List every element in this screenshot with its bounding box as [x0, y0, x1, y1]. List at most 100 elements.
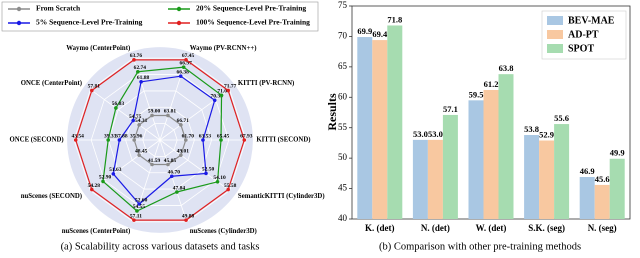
radar-point	[181, 65, 186, 69]
radar-point	[131, 118, 135, 123]
value-label: 67.45	[182, 53, 195, 59]
value-label: 57.1	[443, 104, 458, 114]
radar-spoke	[133, 139, 161, 222]
y-tick-label: 75	[338, 0, 348, 10]
value-label: 45.85	[164, 158, 177, 164]
value-label: 54.75	[129, 114, 142, 120]
bar	[609, 158, 625, 219]
value-label: 52.60	[135, 197, 148, 203]
value-label: 57.11	[130, 213, 142, 219]
value-label: 65.45	[217, 133, 230, 139]
value-label: 54.55	[133, 204, 146, 210]
legend-marker	[176, 6, 182, 12]
value-label: 51.63	[109, 167, 122, 173]
bar	[357, 37, 373, 220]
radar-point	[201, 138, 205, 142]
value-label: 43.54	[72, 133, 85, 139]
bar	[387, 25, 403, 219]
radar-point	[139, 80, 143, 84]
radar-point	[166, 113, 170, 118]
bar	[442, 114, 458, 219]
bar	[427, 139, 443, 219]
axis-label: SemanticKITTI (Cylinder3D)	[238, 193, 325, 200]
legend-label: 100% Sequence-Level Pre-Training	[196, 18, 310, 27]
value-label: 71.06	[217, 89, 230, 95]
axis-label: KITTI (SECOND)	[256, 137, 310, 144]
bar	[579, 177, 595, 219]
value-label: 35.96	[130, 133, 143, 139]
value-label: 70.33	[211, 94, 224, 100]
radar-point	[242, 138, 247, 142]
radar-point	[184, 138, 188, 142]
value-label: 61.88	[137, 75, 150, 81]
caption: (b) Comparison with other pre-training m…	[379, 241, 581, 252]
radar-point	[137, 202, 142, 206]
bar	[372, 40, 388, 219]
y-tick-label: 45	[338, 183, 348, 193]
bar	[554, 124, 570, 219]
radar-point	[150, 162, 154, 167]
legend-marker	[16, 20, 22, 26]
radar-point	[219, 93, 224, 98]
radar-point	[226, 187, 230, 192]
radar-point	[135, 209, 139, 213]
bar	[498, 74, 514, 219]
value-label: 49.01	[177, 148, 190, 154]
value-label: 54.10	[213, 175, 226, 181]
value-label: 53.8	[524, 124, 539, 134]
value-label: 39.33	[104, 133, 117, 139]
bar	[412, 139, 428, 219]
legend-marker	[176, 20, 182, 26]
value-label: 53.0	[428, 129, 443, 139]
x-tick-label: W. (det)	[476, 223, 507, 233]
x-tick-label: N. (det)	[421, 223, 450, 233]
legend-label: SPOT	[568, 43, 594, 54]
radar-point	[226, 88, 230, 93]
axis-label: KITTI (PV-RCNN)	[238, 80, 294, 87]
radar-point	[111, 172, 116, 176]
value-label: 56.03	[112, 101, 125, 107]
radar-point	[150, 113, 154, 118]
legend-marker	[16, 6, 22, 12]
value-label: 66.97	[179, 60, 192, 66]
radar-spoke	[159, 89, 230, 141]
value-label: 63.81	[164, 109, 177, 115]
value-label: 71.8	[387, 14, 402, 24]
axis-label: nuScenes (SECOND)	[21, 193, 82, 200]
axis-label: Waymo (PV-RCNN++)	[190, 45, 257, 52]
value-label: 61.70	[182, 133, 195, 139]
radar-spoke	[90, 89, 161, 141]
radar-point	[166, 162, 170, 167]
bar	[483, 89, 499, 220]
value-label: 37.88	[115, 133, 128, 139]
axis-label: Waymo (CenterPoint)	[66, 45, 130, 52]
y-tick-label: 60	[338, 91, 348, 101]
value-label: 69.9	[357, 26, 372, 36]
value-label: 48.45	[135, 148, 148, 154]
radar-point	[106, 138, 111, 142]
radar-point	[132, 58, 136, 62]
bar	[524, 135, 540, 219]
value-label: 71.77	[224, 84, 237, 90]
legend-label: AD-PT	[568, 29, 599, 40]
value-label: 66.71	[177, 118, 190, 124]
axis-label: ONCE (CenterPoint)	[21, 80, 82, 87]
value-label: 66.38	[177, 69, 190, 75]
radar-point	[132, 138, 136, 142]
value-label: 55.6	[554, 113, 569, 123]
value-label: 52.50	[202, 167, 215, 173]
radar-point	[132, 218, 136, 222]
value-label: 69.4	[372, 29, 388, 39]
y-tick-label: 40	[338, 213, 348, 223]
legend-label: BEV-MAE	[568, 15, 615, 26]
radar-spoke	[159, 139, 187, 222]
y-tick-label: 70	[338, 30, 348, 40]
radar-point	[136, 69, 140, 74]
legend-label: 5% Sequence-Level Pre-Training	[36, 18, 143, 27]
x-tick-label: S.K. (seg)	[528, 223, 565, 233]
x-tick-label: K. (det)	[365, 223, 395, 233]
radar-point	[114, 106, 118, 110]
radar-point	[184, 58, 188, 62]
radar-point	[117, 138, 122, 142]
value-label: 52.90	[99, 175, 112, 181]
